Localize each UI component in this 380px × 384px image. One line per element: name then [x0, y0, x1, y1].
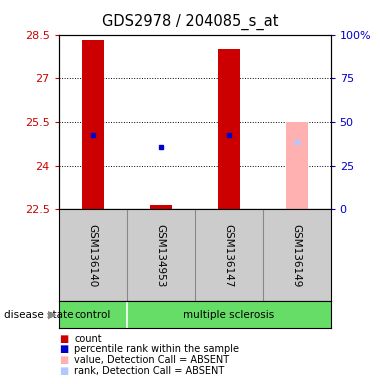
Text: GSM136149: GSM136149 — [291, 223, 302, 287]
Text: multiple sclerosis: multiple sclerosis — [183, 310, 274, 320]
Text: GSM136140: GSM136140 — [88, 224, 98, 287]
Text: rank, Detection Call = ABSENT: rank, Detection Call = ABSENT — [74, 366, 224, 376]
Text: ■: ■ — [59, 344, 68, 354]
Text: ■: ■ — [59, 334, 68, 344]
Text: control: control — [75, 310, 111, 320]
Bar — [286, 122, 307, 209]
Bar — [150, 205, 172, 209]
Text: ■: ■ — [59, 366, 68, 376]
Text: GSM136147: GSM136147 — [224, 223, 234, 287]
Text: ▶: ▶ — [48, 310, 57, 320]
Text: disease state: disease state — [4, 310, 73, 320]
Text: GSM134953: GSM134953 — [156, 223, 166, 287]
Bar — [82, 40, 104, 209]
Text: ■: ■ — [59, 355, 68, 365]
Text: percentile rank within the sample: percentile rank within the sample — [74, 344, 239, 354]
Text: GDS2978 / 204085_s_at: GDS2978 / 204085_s_at — [102, 13, 278, 30]
Text: value, Detection Call = ABSENT: value, Detection Call = ABSENT — [74, 355, 229, 365]
Text: count: count — [74, 334, 102, 344]
Bar — [218, 49, 239, 209]
